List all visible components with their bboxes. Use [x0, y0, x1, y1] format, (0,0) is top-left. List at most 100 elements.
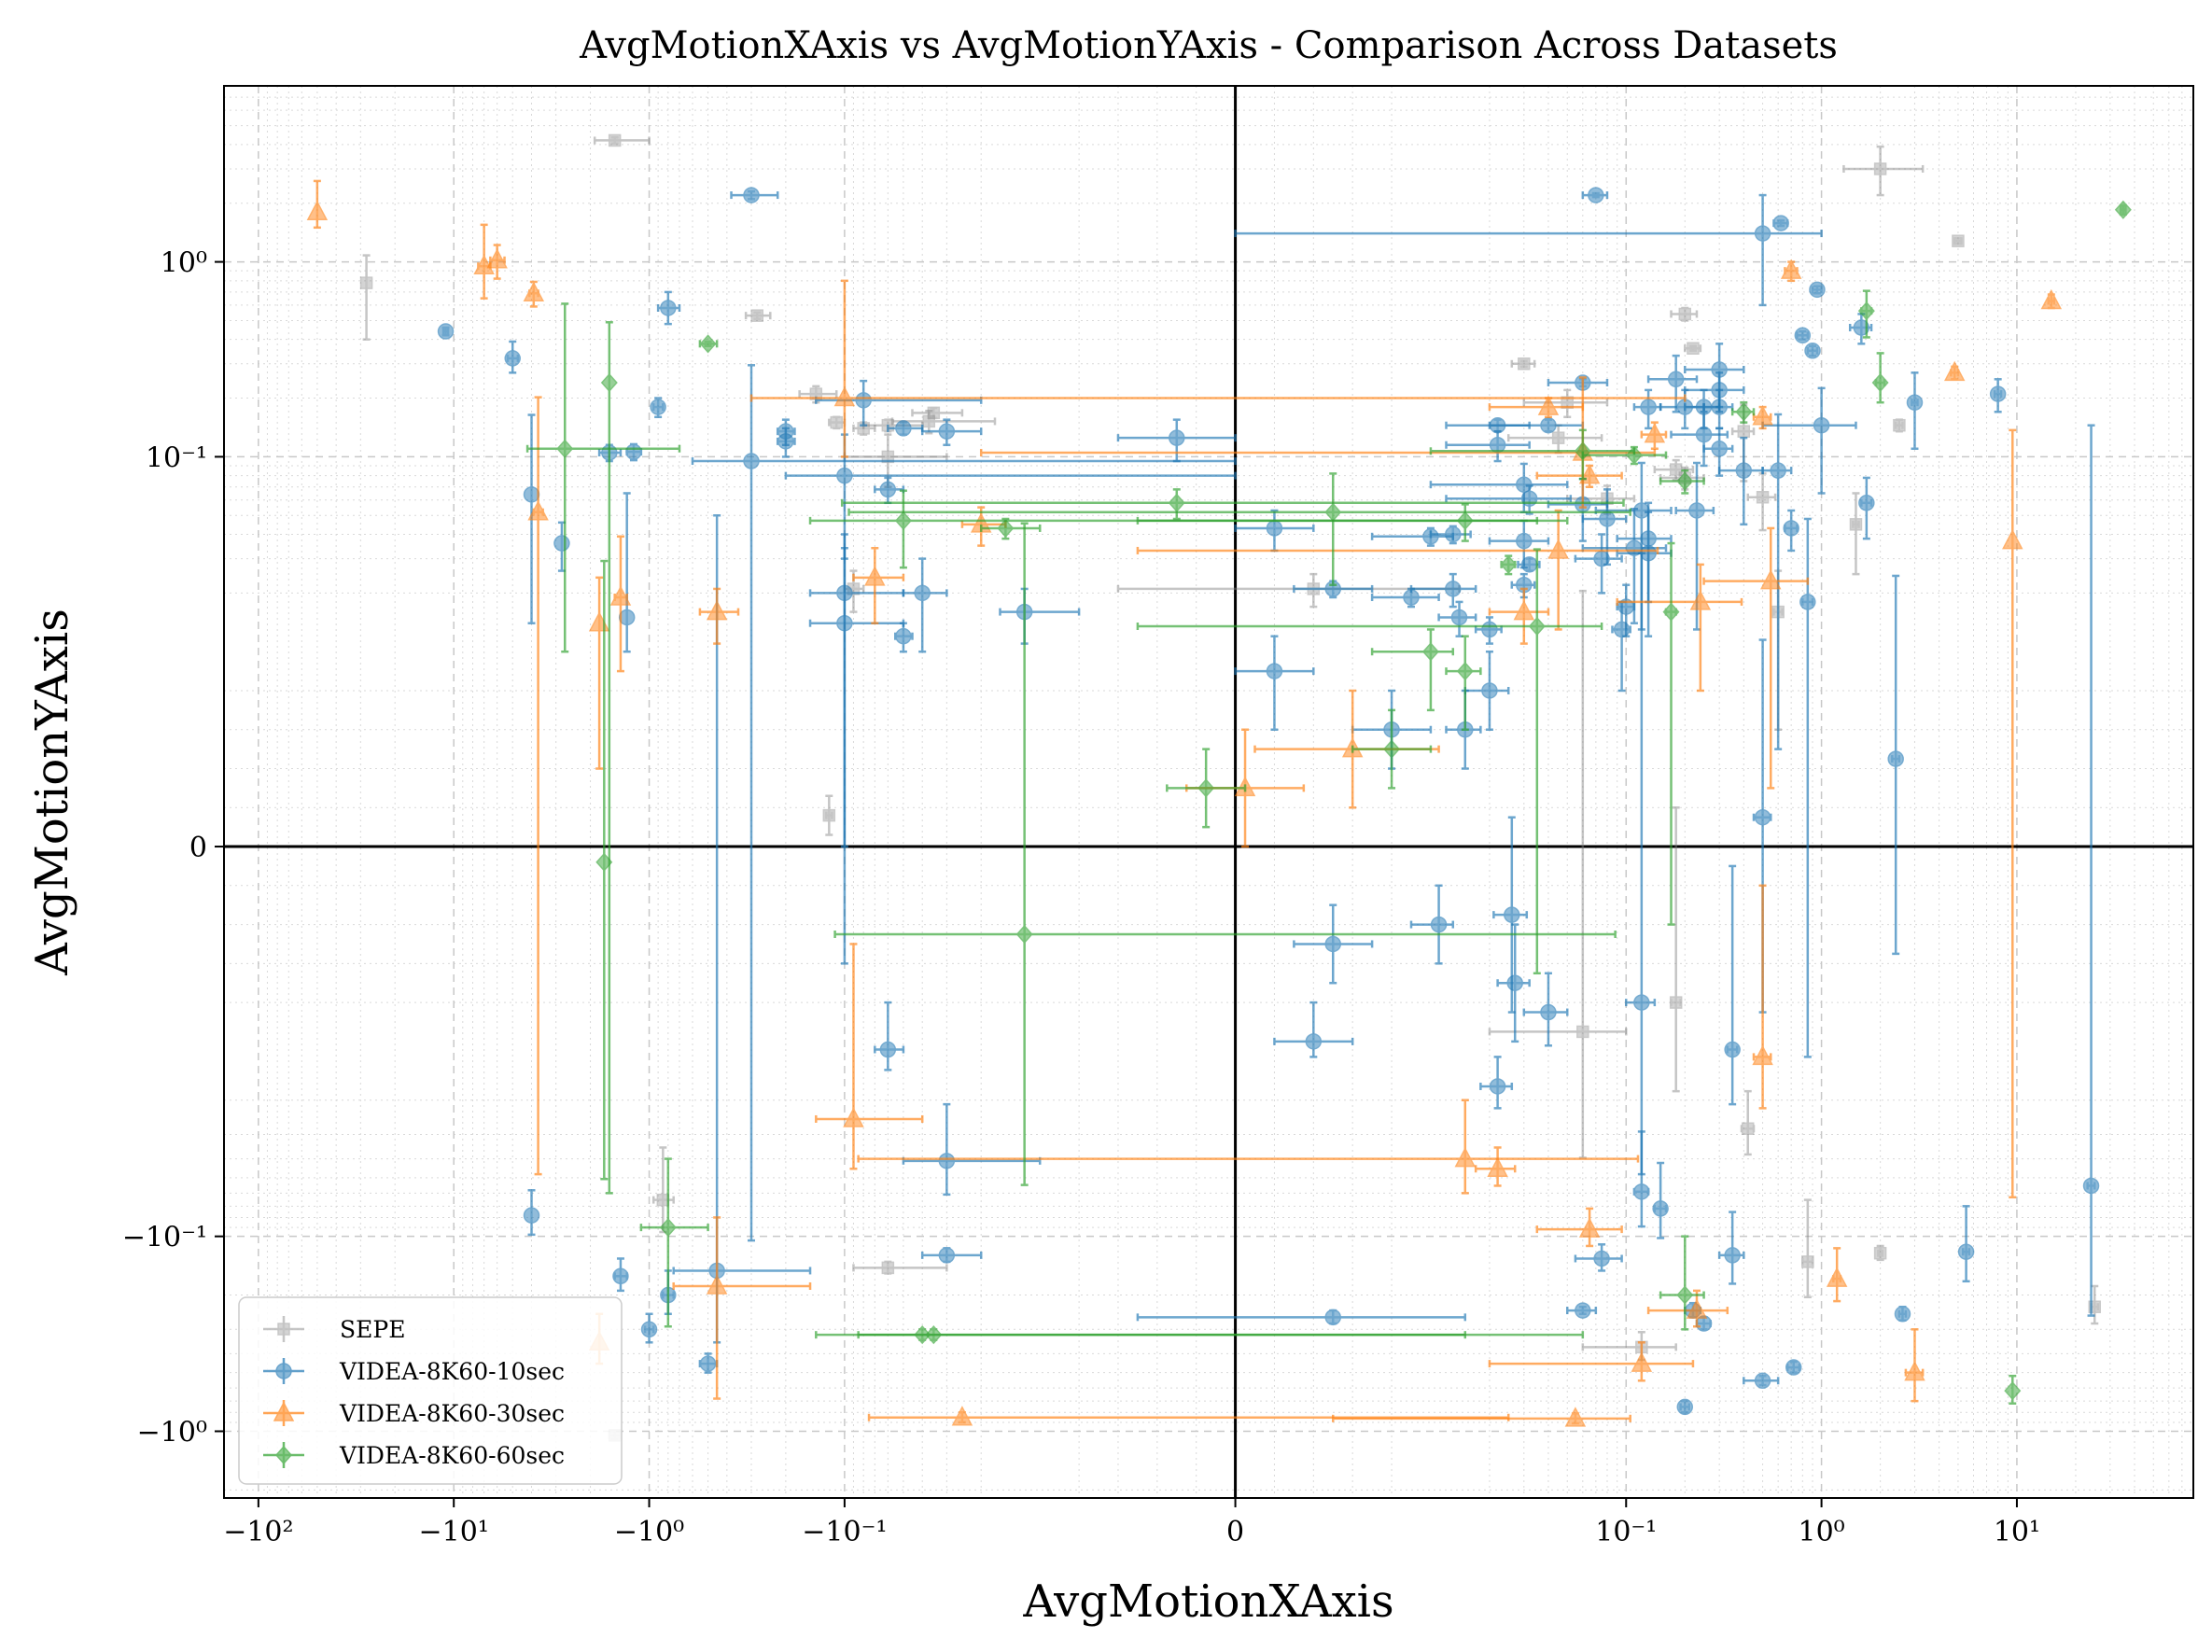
square-marker: [1669, 996, 1683, 1009]
data-point: [1684, 342, 1702, 355]
legend-handle: [263, 1358, 304, 1384]
legend-diamond-marker: [274, 1445, 293, 1465]
data-point: [828, 415, 847, 430]
circle-marker: [1593, 550, 1610, 567]
data-point: [1535, 464, 1623, 488]
data-point: [1873, 1244, 1887, 1262]
circle-marker: [1489, 1078, 1506, 1095]
data-point: [920, 418, 983, 446]
circle-marker: [1676, 1398, 1694, 1416]
data-point: [486, 244, 508, 280]
square-marker: [822, 808, 836, 822]
square-marker: [1518, 357, 1531, 371]
x-tick-label: −10²: [223, 1516, 293, 1548]
data-point: [1702, 526, 1810, 790]
circle-marker: [625, 443, 642, 460]
diamond-marker: [2004, 1381, 2022, 1401]
x-tick-label: 0: [1226, 1516, 1244, 1548]
data-point: [1370, 587, 1440, 609]
data-point: [504, 340, 521, 374]
circle-marker: [1688, 502, 1705, 519]
triangle-marker: [1547, 539, 1569, 559]
circle-marker: [1324, 1309, 1341, 1326]
data-point: [1952, 234, 1965, 247]
circle-marker: [1894, 1306, 1911, 1323]
data-point: [749, 279, 1687, 458]
data-point: [1370, 628, 1455, 712]
circle-marker: [1588, 187, 1604, 203]
diamond-marker: [1500, 554, 1518, 574]
data-point: [1640, 421, 1668, 451]
data-point: [672, 1216, 812, 1400]
data-point: [920, 1247, 983, 1264]
square-marker: [881, 450, 895, 464]
data-point: [1488, 589, 1628, 1159]
data-point: [874, 476, 905, 505]
circle-marker: [1324, 935, 1341, 953]
data-point: [1517, 556, 1541, 573]
square-marker: [656, 1193, 670, 1207]
triangle-marker: [588, 611, 610, 632]
data-point: [359, 254, 373, 341]
circle-marker: [640, 1321, 658, 1338]
data-point: [2114, 200, 2132, 219]
data-point: [847, 472, 1631, 586]
circle-marker: [1794, 327, 1812, 344]
square-marker: [608, 133, 622, 147]
circle-marker: [938, 1247, 956, 1264]
square-marker: [1737, 425, 1751, 438]
circle-marker: [612, 1267, 629, 1285]
triangle-marker: [306, 200, 329, 221]
data-point: [1500, 554, 1518, 576]
data-point: [1565, 1302, 1598, 1319]
circle-marker: [855, 392, 872, 409]
data-point: [874, 1001, 905, 1071]
circle-marker: [1809, 281, 1826, 299]
square-marker: [922, 414, 936, 428]
circle-marker: [437, 323, 455, 340]
triangle-marker: [1513, 599, 1535, 621]
circle-marker: [1626, 539, 1643, 556]
data-point: [1409, 884, 1455, 965]
triangle-marker: [1826, 1267, 1848, 1287]
data-point: [640, 1312, 658, 1344]
data-point: [612, 1257, 629, 1293]
data-point: [822, 794, 836, 836]
legend-label: VIDEA-8K60-30sec: [339, 1400, 565, 1427]
data-point: [1488, 519, 1550, 569]
circle-marker: [1593, 1250, 1610, 1267]
triangle-marker: [1564, 1407, 1587, 1427]
data-point: [1331, 1407, 1631, 1427]
data-point: [1772, 215, 1789, 231]
data-point: [1804, 343, 1821, 359]
diamond-marker: [1197, 778, 1215, 798]
circle-marker: [1957, 1243, 1975, 1260]
data-point: [902, 1102, 1042, 1197]
data-point: [1437, 600, 1477, 637]
data-point: [1136, 509, 1659, 631]
data-point: [1752, 405, 1773, 430]
data-point: [1234, 509, 1315, 553]
series-videa-8k60-10sec: [437, 187, 2100, 1416]
circle-marker: [1813, 416, 1830, 434]
circle-marker: [1613, 621, 1631, 638]
y-axis-label: AvgMotionYAxis: [26, 609, 78, 976]
data-point: [1670, 306, 1699, 322]
x-tick-label: 10⁰: [1799, 1516, 1845, 1548]
legend-circle-marker: [275, 1363, 292, 1379]
triangle-marker: [1904, 1361, 1925, 1381]
data-point: [1662, 541, 1680, 926]
diamond-marker: [1735, 402, 1753, 422]
data-point: [1848, 313, 1873, 345]
data-point: [698, 1352, 719, 1374]
triangle-marker: [523, 281, 545, 301]
data-point: [1871, 352, 1889, 404]
circle-marker: [1516, 476, 1533, 493]
circle-marker: [1853, 319, 1870, 336]
data-point: [1496, 923, 1531, 1043]
data-series: [306, 133, 2132, 1442]
data-point: [1740, 1089, 1756, 1156]
diamond-marker: [600, 372, 618, 393]
data-point: [1632, 388, 1662, 430]
circle-marker: [1735, 462, 1753, 479]
